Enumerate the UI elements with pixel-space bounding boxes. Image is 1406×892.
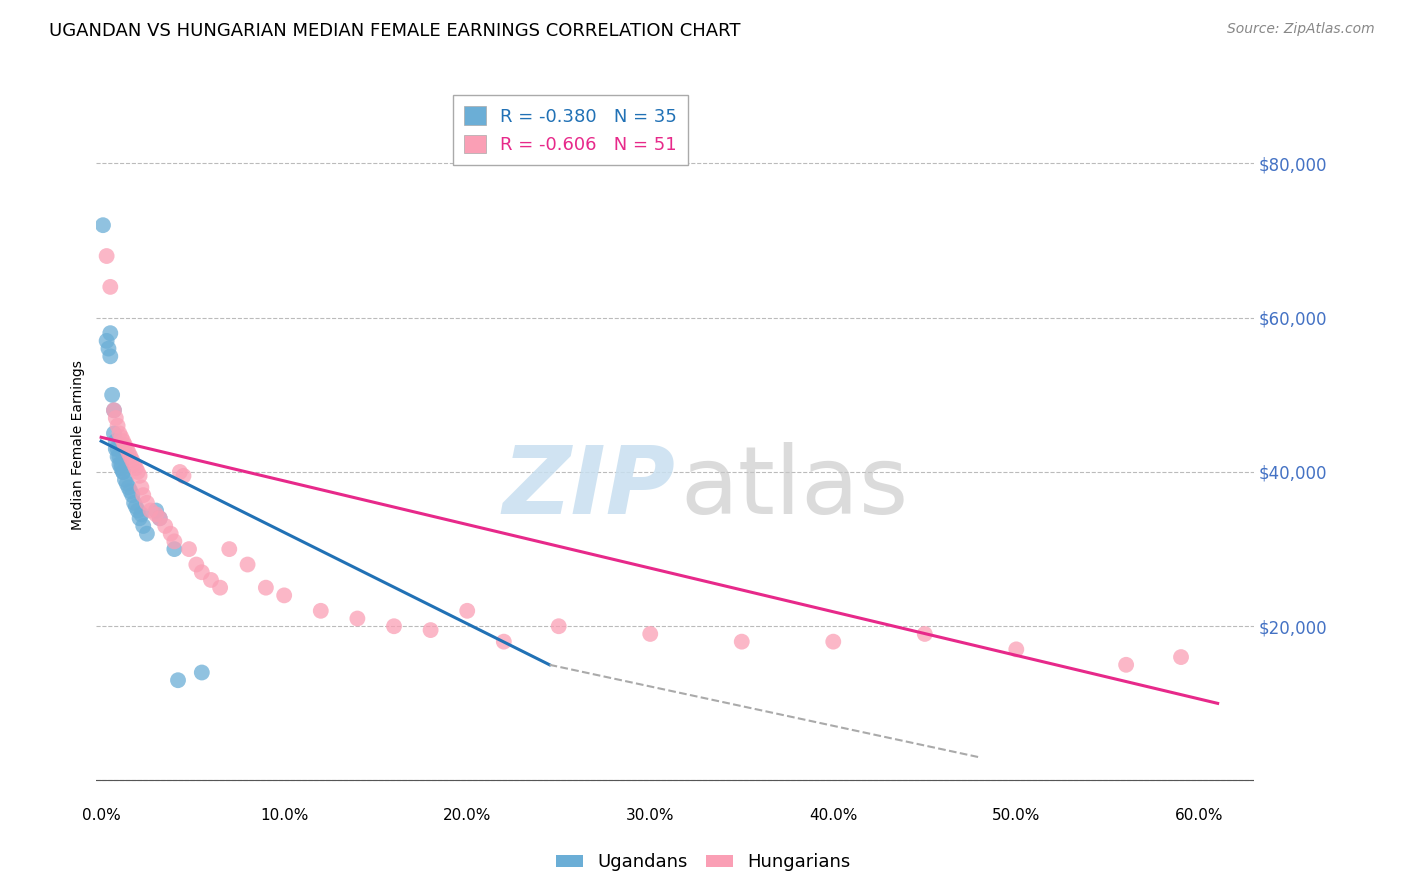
Point [125,461,148,475]
Point [107,418,129,433]
Point [114,438,136,452]
Point [149,511,172,525]
Point [107,450,129,464]
Point [108,457,131,471]
Text: UGANDAN VS HUNGARIAN MEDIAN FEMALE EARNINGS CORRELATION CHART: UGANDAN VS HUNGARIAN MEDIAN FEMALE EARNI… [49,22,741,40]
Point [209,581,232,595]
Point [132,488,155,502]
Point [96,334,118,348]
Point [104,411,127,425]
Legend: R = -0.380   N = 35, R = -0.606   N = 51: R = -0.380 N = 35, R = -0.606 N = 51 [453,95,688,165]
Point [1115,657,1137,672]
Point [456,604,478,618]
Point [155,519,177,533]
Point [186,558,208,572]
Point [173,468,195,483]
Point [167,673,190,688]
Point [309,604,332,618]
Point [254,581,277,595]
Point [638,627,661,641]
Point [115,442,138,456]
Point [112,465,135,479]
Point [492,634,515,648]
Point [120,484,142,499]
Point [103,403,125,417]
Point [131,480,153,494]
Point [169,465,191,479]
Point [98,326,121,340]
Point [110,430,132,444]
Point [346,611,368,625]
Point [110,461,132,475]
Point [117,446,139,460]
Point [117,480,139,494]
Point [914,627,936,641]
Text: Source: ZipAtlas.com: Source: ZipAtlas.com [1227,22,1375,37]
Point [1170,650,1192,665]
Point [121,453,143,467]
Point [163,534,186,549]
Point [135,526,157,541]
Point [145,503,167,517]
Point [163,542,186,557]
Point [98,349,121,363]
Point [114,473,136,487]
Point [112,434,135,449]
Point [127,503,149,517]
Point [104,442,127,456]
Point [128,511,150,525]
Point [91,218,114,232]
Legend: Ugandans, Hungarians: Ugandans, Hungarians [548,847,858,879]
Point [115,476,138,491]
Point [139,503,162,517]
Point [103,403,125,417]
Point [110,457,132,471]
Point [108,450,131,464]
Point [159,526,181,541]
Point [131,508,153,522]
Point [200,573,222,587]
Point [145,508,167,522]
Point [122,496,145,510]
Y-axis label: Median Female Earnings: Median Female Earnings [72,360,86,530]
Point [419,623,441,637]
Point [191,566,214,580]
Point [177,542,200,557]
Point [191,665,214,680]
Point [108,426,131,441]
Point [127,465,149,479]
Point [132,519,155,533]
Point [149,511,172,525]
Point [218,542,240,557]
Text: ZIP: ZIP [502,442,675,534]
Point [103,426,125,441]
Point [731,634,754,648]
Point [104,434,127,449]
Point [823,634,845,648]
Point [112,465,135,479]
Point [96,249,118,263]
Point [273,588,295,602]
Point [1005,642,1028,657]
Point [125,500,148,514]
Point [128,468,150,483]
Point [120,450,142,464]
Text: atlas: atlas [681,442,910,534]
Point [236,558,259,572]
Point [98,280,121,294]
Point [122,457,145,471]
Point [101,388,124,402]
Point [382,619,405,633]
Point [121,488,143,502]
Point [547,619,569,633]
Point [107,442,129,456]
Point [135,496,157,510]
Point [97,342,120,356]
